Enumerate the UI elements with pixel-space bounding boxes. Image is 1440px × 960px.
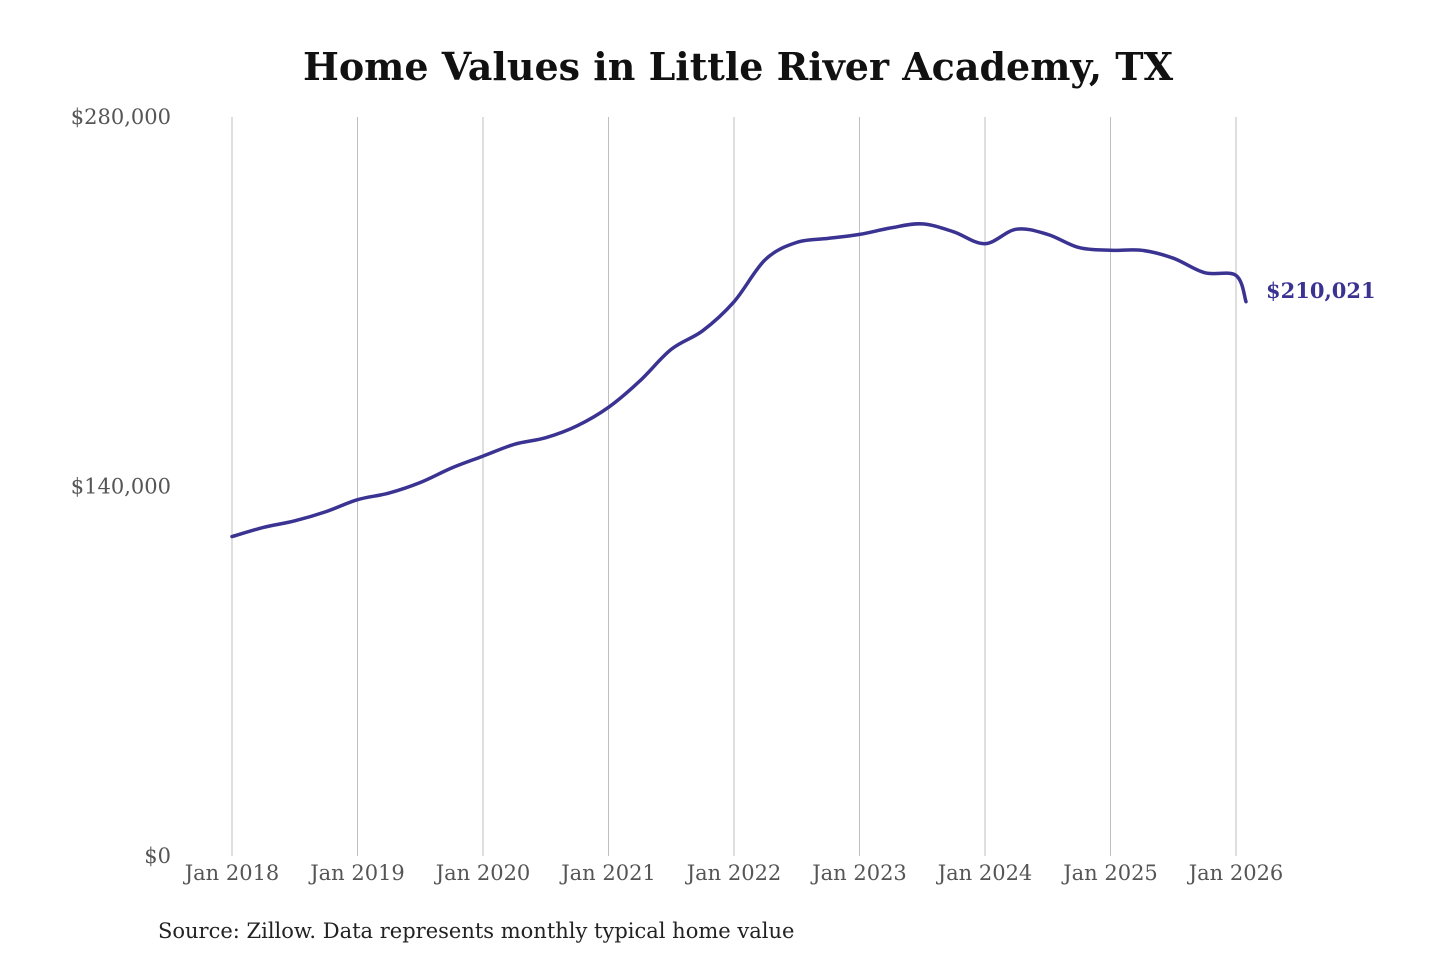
source-note: Source: Zillow. Data represents monthly … [158, 919, 794, 943]
x-tick-label: Jan 2023 [810, 861, 907, 885]
x-tick-label: Jan 2026 [1187, 861, 1284, 885]
series-line [230, 222, 1248, 539]
x-tick-label: Jan 2020 [434, 861, 531, 885]
y-axis: $0 $140,000 $280,000 [71, 105, 171, 868]
x-tick-label: Jan 2021 [559, 861, 656, 885]
x-tick-label: Jan 2024 [936, 861, 1033, 885]
y-tick-label: $140,000 [71, 475, 171, 499]
y-tick-label: $0 [144, 844, 171, 868]
x-tick-label: Jan 2022 [685, 861, 782, 885]
gridlines [231, 117, 1237, 856]
x-tick-label: Jan 2019 [308, 861, 405, 885]
end-value-label: $210,021 [1266, 278, 1376, 303]
chart-title: Home Values in Little River Academy, TX [303, 44, 1174, 89]
x-tick-label: Jan 2025 [1061, 861, 1158, 885]
x-tick-label: Jan 2018 [183, 861, 280, 885]
x-axis: Jan 2018 Jan 2019 Jan 2020 Jan 2021 Jan 2022… [183, 861, 1284, 885]
series-layer [230, 222, 1248, 539]
y-tick-label: $280,000 [71, 105, 171, 129]
